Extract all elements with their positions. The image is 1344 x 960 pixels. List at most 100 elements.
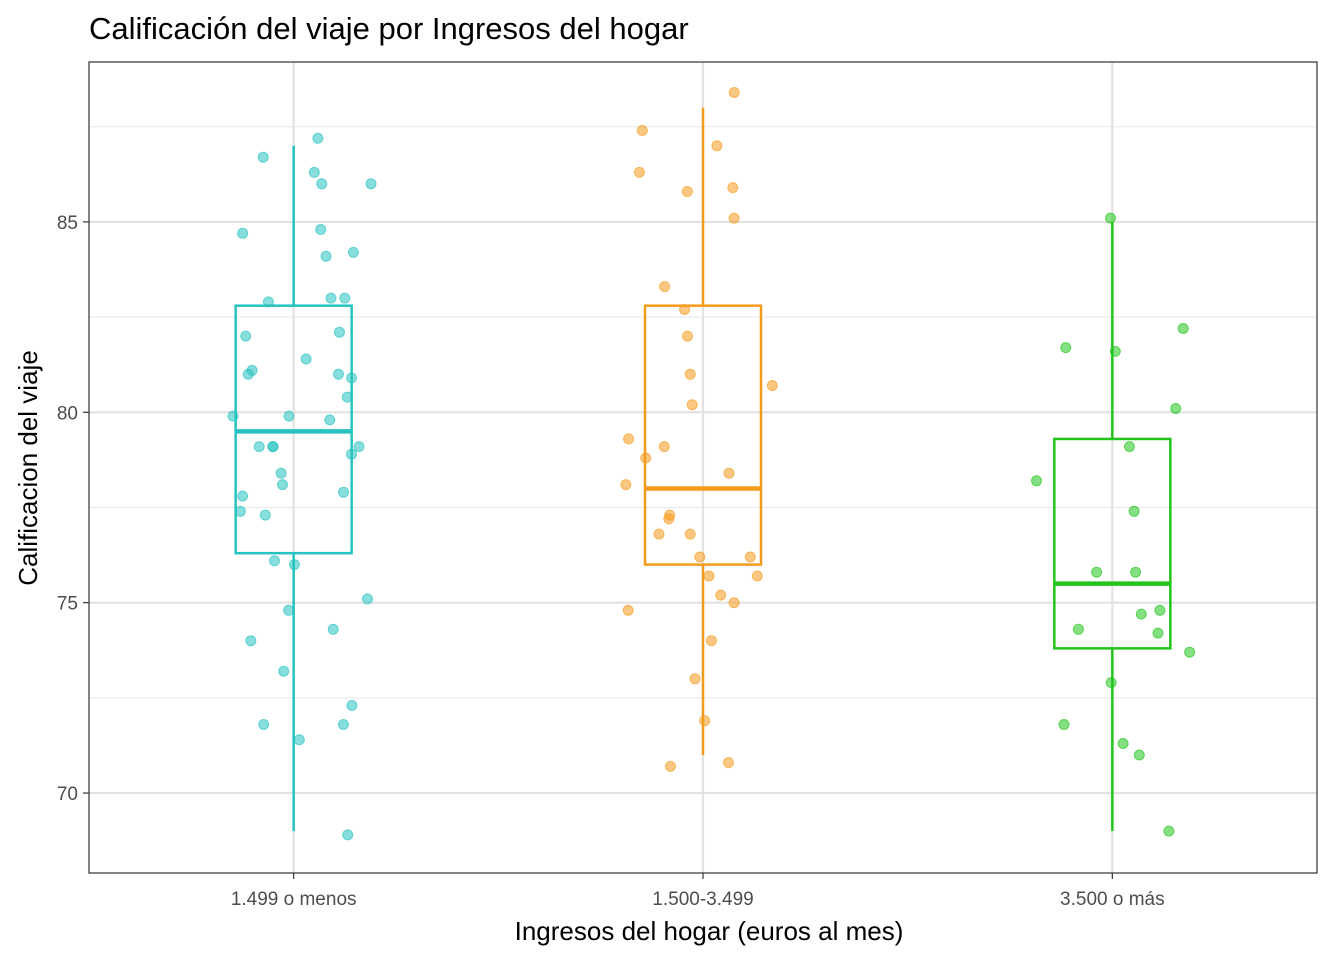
box-1 bbox=[234, 145, 353, 832]
data-point bbox=[751, 570, 763, 582]
data-point bbox=[1060, 342, 1072, 354]
data-point bbox=[275, 467, 287, 479]
data-point bbox=[346, 448, 357, 460]
data-point bbox=[333, 368, 344, 380]
data-point bbox=[1170, 403, 1182, 414]
data-point bbox=[1133, 749, 1145, 761]
data-point bbox=[283, 410, 295, 422]
data-point bbox=[1031, 475, 1042, 487]
data-point bbox=[699, 715, 711, 727]
y-tick-label: 70 bbox=[57, 784, 78, 805]
data-point bbox=[237, 490, 249, 502]
data-point bbox=[633, 166, 645, 178]
data-point bbox=[240, 330, 252, 342]
data-point bbox=[324, 414, 336, 426]
data-point bbox=[1163, 825, 1175, 837]
data-point bbox=[620, 479, 632, 491]
x-tick-label: 1.500-3.499 bbox=[652, 889, 753, 910]
data-point bbox=[681, 186, 693, 197]
data-point bbox=[362, 593, 373, 605]
chart-title: Calificación del viaje por Ingresos del … bbox=[89, 11, 689, 46]
data-point bbox=[269, 555, 280, 567]
data-point bbox=[682, 330, 693, 342]
data-point bbox=[1152, 627, 1164, 639]
data-point bbox=[1105, 212, 1116, 224]
data-point bbox=[1128, 505, 1140, 517]
data-point bbox=[1130, 566, 1142, 578]
data-point bbox=[1091, 566, 1103, 578]
data-point bbox=[659, 281, 671, 293]
data-point bbox=[1058, 719, 1070, 730]
data-point bbox=[316, 178, 328, 190]
data-point bbox=[320, 250, 332, 262]
data-point bbox=[640, 452, 652, 464]
iqr-box bbox=[1053, 437, 1172, 650]
data-point bbox=[653, 528, 665, 540]
data-point bbox=[277, 479, 288, 491]
data-point bbox=[1154, 604, 1166, 616]
data-point bbox=[346, 372, 358, 384]
data-point bbox=[288, 559, 300, 571]
data-point bbox=[293, 734, 305, 746]
data-point bbox=[315, 224, 327, 235]
data-point bbox=[663, 513, 675, 525]
data-point bbox=[705, 635, 717, 647]
data-point bbox=[242, 368, 254, 380]
data-point bbox=[1184, 646, 1196, 658]
y-tick-label: 75 bbox=[57, 594, 78, 615]
data-point bbox=[353, 441, 365, 453]
data-point bbox=[267, 441, 279, 453]
data-point bbox=[684, 368, 696, 380]
data-point bbox=[728, 87, 740, 98]
data-point bbox=[278, 665, 290, 677]
x-axis-title: Ingresos del hogar (euros al mes) bbox=[515, 916, 904, 946]
data-point bbox=[636, 125, 648, 136]
data-point bbox=[245, 635, 257, 647]
data-point bbox=[622, 604, 634, 616]
data-point bbox=[658, 441, 670, 453]
data-point bbox=[727, 182, 739, 194]
x-tick-label: 3.500 o más bbox=[1060, 889, 1165, 910]
data-point bbox=[1072, 623, 1084, 635]
data-point bbox=[257, 151, 269, 163]
data-point bbox=[1109, 345, 1121, 357]
data-point bbox=[346, 700, 358, 711]
data-point bbox=[728, 212, 740, 224]
data-point bbox=[686, 399, 698, 411]
data-point bbox=[715, 589, 727, 601]
data-point bbox=[338, 486, 349, 498]
data-point bbox=[258, 719, 270, 730]
data-point bbox=[327, 623, 339, 635]
axis-layer: 70 75 80 85 1.499 o menos 1.500-3.499 3.500 o … bbox=[57, 213, 1165, 910]
box-3 bbox=[1053, 221, 1172, 832]
x-tick-label: 1.499 o menos bbox=[231, 889, 357, 910]
y-axis-title: Calificacion del viaje bbox=[13, 350, 43, 586]
data-point bbox=[694, 551, 706, 563]
data-point bbox=[679, 304, 691, 315]
data-point bbox=[237, 227, 249, 239]
data-point bbox=[1135, 608, 1147, 620]
data-point bbox=[234, 505, 246, 517]
data-point bbox=[334, 326, 345, 338]
data-point bbox=[341, 391, 353, 403]
data-point bbox=[339, 292, 351, 304]
data-point bbox=[728, 597, 740, 609]
box-layer bbox=[234, 107, 1172, 832]
y-tick-label: 85 bbox=[57, 213, 78, 234]
data-point bbox=[259, 509, 271, 521]
data-point bbox=[262, 296, 274, 308]
data-point bbox=[347, 246, 359, 258]
iqr-box bbox=[643, 304, 763, 566]
data-point bbox=[227, 410, 239, 422]
data-point bbox=[723, 757, 734, 769]
data-point bbox=[365, 178, 377, 190]
data-point bbox=[300, 353, 312, 365]
data-point bbox=[711, 140, 723, 152]
data-point bbox=[723, 467, 735, 479]
data-point bbox=[325, 292, 337, 304]
data-point bbox=[684, 528, 696, 540]
data-point bbox=[308, 166, 320, 178]
point-layer bbox=[227, 87, 1196, 841]
y-tick-label: 80 bbox=[57, 403, 78, 424]
